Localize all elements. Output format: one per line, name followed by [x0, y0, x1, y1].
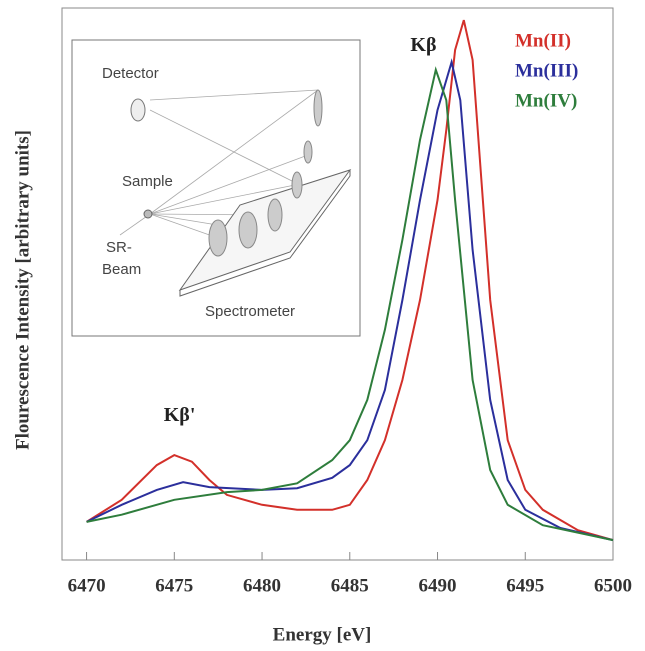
x-tick-label: 6470	[68, 575, 106, 596]
inset-label: Detector	[102, 65, 159, 82]
annotation: Kβ'	[164, 404, 196, 426]
plot-frame	[61, 7, 614, 561]
detector-icon	[130, 98, 146, 122]
inset: Detector Sample SR- Beam Spectrometer	[71, 39, 361, 337]
data-line	[86, 19, 614, 542]
inset-label: Sample	[122, 173, 173, 190]
x-tick-label: 6485	[331, 575, 369, 596]
legend-entry: Mn(II)	[515, 30, 571, 51]
inset-label: Beam	[102, 261, 141, 278]
x-tick-label: 6480	[243, 575, 281, 596]
inset-label: SR-	[106, 239, 132, 256]
legend-entry: Mn(IV)	[515, 90, 577, 111]
x-tick-label: 6490	[419, 575, 457, 596]
x-tick-label: 6495	[506, 575, 544, 596]
x-tick-label: 6475	[155, 575, 193, 596]
annotation: Kβ	[410, 34, 436, 56]
y-axis-label: Flourescence Intensity [arbitrary units]	[12, 130, 33, 450]
data-line	[86, 58, 614, 542]
crystals	[208, 89, 323, 257]
plate-edge	[179, 170, 351, 297]
x-axis-label: Energy [eV]	[273, 624, 372, 645]
data-line	[86, 66, 614, 542]
sample-icon	[143, 209, 153, 219]
inset-label: Spectrometer	[205, 303, 295, 320]
legend-entry: Mn(III)	[515, 60, 578, 81]
x-tick-label: 6500	[594, 575, 632, 596]
